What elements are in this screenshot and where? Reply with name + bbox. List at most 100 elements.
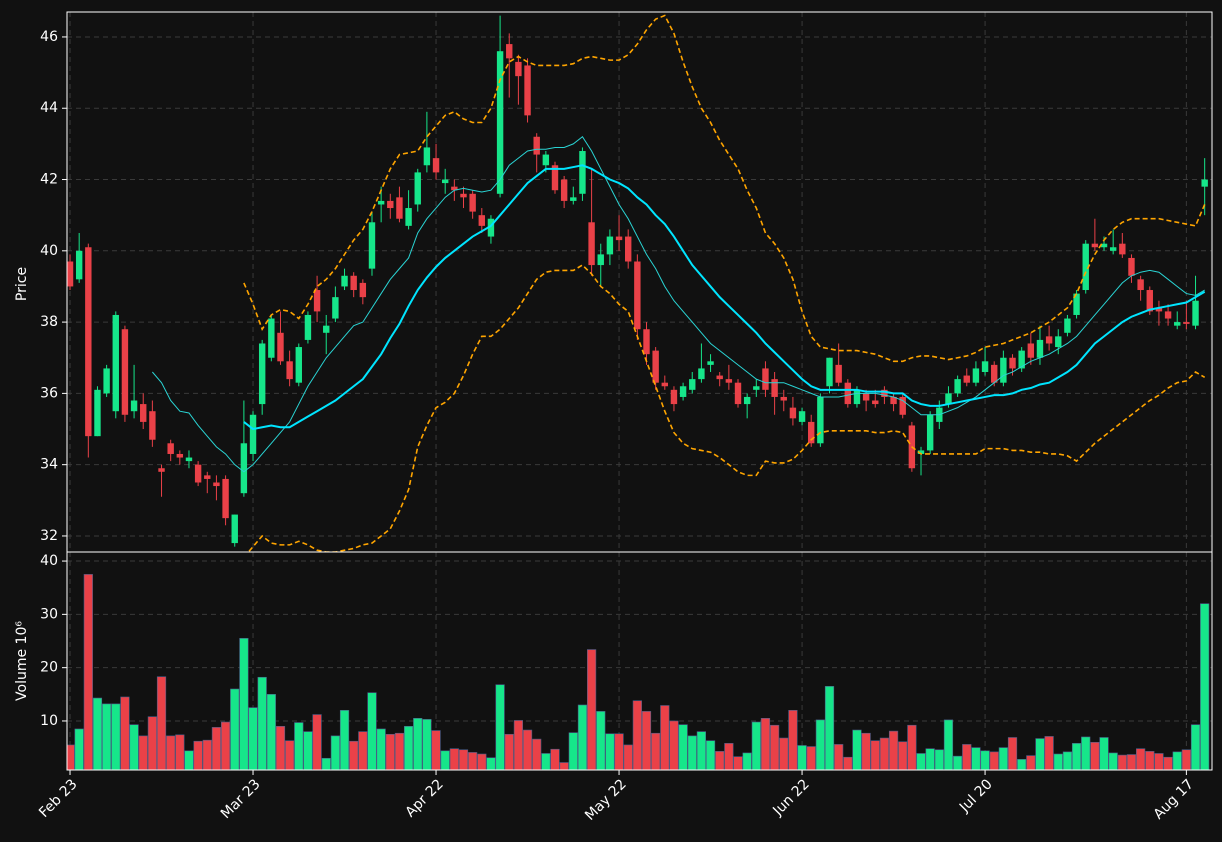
- y-tick-label: 36: [40, 385, 58, 401]
- candle-body: [844, 382, 852, 405]
- volume-bar: [696, 731, 707, 770]
- volume-bar: [1090, 741, 1100, 770]
- volume-bar: [156, 676, 167, 770]
- candle-body: [341, 275, 348, 287]
- volume-bar: [596, 711, 606, 770]
- candle-body: [295, 347, 302, 383]
- candle-body: [1164, 311, 1172, 319]
- volume-bar: [1126, 754, 1137, 770]
- candle-body: [176, 453, 184, 458]
- candle-body: [835, 364, 842, 383]
- candle-body: [753, 386, 760, 390]
- volume-bar: [358, 731, 368, 770]
- candle-body: [158, 468, 165, 472]
- volume-bar: [678, 724, 688, 770]
- volume-bar: [248, 707, 258, 770]
- volume-bar: [1017, 759, 1027, 770]
- candle-body: [249, 414, 257, 454]
- volume-bar: [788, 710, 798, 770]
- candle-body: [1192, 300, 1199, 326]
- y-tick-label: 40: [40, 243, 58, 259]
- candle-body: [414, 172, 421, 205]
- candle-body: [743, 396, 751, 405]
- volume-bar: [687, 735, 697, 770]
- candle-body: [634, 261, 641, 330]
- candle-body: [1082, 243, 1089, 291]
- candle-body: [213, 482, 220, 487]
- volume-bar: [797, 745, 807, 770]
- volume-bar: [513, 720, 523, 770]
- volume-bar: [312, 714, 322, 770]
- candle-body: [661, 382, 669, 387]
- candle-body: [707, 361, 714, 365]
- volume-bar: [669, 720, 679, 770]
- candle-body: [405, 208, 412, 226]
- volume-bar: [1163, 756, 1173, 770]
- volume-bar: [184, 750, 194, 770]
- volume-tick-label: 20: [40, 660, 58, 676]
- volume-bar: [541, 753, 551, 770]
- volume-bar: [1154, 753, 1164, 770]
- volume-bar: [1044, 736, 1054, 770]
- candle-body: [359, 282, 367, 298]
- candle-body: [377, 200, 385, 205]
- candle-body: [1174, 322, 1181, 326]
- volume-bar: [74, 728, 84, 770]
- candle-body: [1027, 343, 1035, 358]
- candle-body: [487, 218, 495, 237]
- candle-body: [387, 200, 394, 209]
- volume-bar: [458, 749, 469, 770]
- candle-body: [917, 450, 925, 454]
- candle-body: [1018, 350, 1025, 369]
- candle-body: [780, 396, 787, 401]
- volume-bar: [468, 752, 478, 770]
- volume-bar: [843, 756, 853, 770]
- volume-bar: [1117, 754, 1127, 770]
- candle-body: [323, 325, 330, 333]
- volume-bar: [92, 697, 103, 770]
- volume-bar: [898, 741, 908, 770]
- volume-bar: [989, 751, 999, 770]
- candle-body: [789, 407, 797, 419]
- volume-bar: [660, 705, 670, 770]
- candle-body: [615, 236, 623, 241]
- candle-body: [1073, 293, 1080, 315]
- volume-bar: [742, 752, 752, 770]
- candle-body: [332, 297, 339, 319]
- volume-bar: [532, 738, 542, 770]
- volume-bar: [339, 710, 350, 770]
- volume-bar: [962, 744, 972, 770]
- candle-body: [167, 443, 174, 454]
- volume-bar: [1181, 749, 1191, 770]
- candle-body: [451, 186, 458, 191]
- volume-bar: [120, 696, 130, 770]
- volume-bar: [1081, 736, 1091, 770]
- candle-body: [1036, 339, 1044, 358]
- volume-bar: [559, 762, 569, 770]
- volume-bar: [1099, 737, 1109, 770]
- volume-frame: [66, 551, 1213, 771]
- candle-body: [1109, 247, 1117, 251]
- overlay-line: [243, 164, 1206, 431]
- candle-body: [643, 329, 650, 355]
- y-tick-label: 42: [40, 172, 58, 188]
- candle-body: [1055, 336, 1062, 348]
- volume-bar: [1071, 743, 1082, 770]
- volume-bar: [67, 744, 75, 770]
- volume-bar: [614, 733, 624, 770]
- candle-body: [1000, 357, 1007, 383]
- volume-bar: [275, 725, 286, 770]
- volume-bar: [834, 744, 844, 770]
- candle-body: [597, 254, 604, 266]
- volume-bar: [916, 753, 926, 770]
- volume-bar: [733, 756, 743, 770]
- candle-body: [606, 236, 614, 255]
- volume-bar: [504, 733, 514, 770]
- candle-body: [1137, 279, 1144, 291]
- candle-body: [277, 332, 284, 362]
- candle-body: [112, 314, 119, 412]
- candle-body: [1100, 243, 1108, 248]
- candle-body: [716, 375, 723, 380]
- candle-body: [551, 165, 559, 191]
